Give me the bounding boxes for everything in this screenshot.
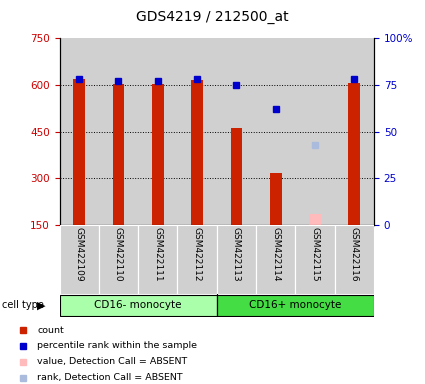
Text: GSM422114: GSM422114 [271,227,280,281]
Bar [60,295,217,316]
Text: cell type: cell type [2,300,44,310]
Bar [99,225,138,294]
Bar [73,79,85,225]
Bar [256,38,295,225]
Bar [217,295,374,316]
Bar [178,225,217,294]
Text: GSM422109: GSM422109 [75,227,84,281]
Text: CD16- monocyte: CD16- monocyte [94,300,182,310]
Text: count: count [37,326,64,334]
Bar [270,174,282,225]
Bar [295,38,335,225]
Bar [256,225,295,294]
Text: GSM422116: GSM422116 [350,227,359,281]
Bar [217,225,256,294]
Bar [138,38,178,225]
Bar [99,38,138,225]
Bar [295,225,335,294]
Text: GSM422110: GSM422110 [114,227,123,281]
Bar [152,84,164,225]
Text: rank, Detection Call = ABSENT: rank, Detection Call = ABSENT [37,373,183,382]
Bar [217,38,256,225]
Text: ▶: ▶ [37,300,46,310]
Text: CD16+ monocyte: CD16+ monocyte [249,300,342,310]
Text: value, Detection Call = ABSENT: value, Detection Call = ABSENT [37,358,187,366]
Bar [309,214,321,225]
Text: GSM422111: GSM422111 [153,227,162,281]
Text: percentile rank within the sample: percentile rank within the sample [37,341,197,351]
Text: GSM422112: GSM422112 [193,227,201,281]
Bar [60,38,99,225]
Bar [138,225,178,294]
Text: GSM422113: GSM422113 [232,227,241,281]
Bar [348,83,360,225]
Bar [230,128,242,225]
Text: GSM422115: GSM422115 [311,227,320,281]
Bar [334,38,374,225]
Bar [178,38,217,225]
Bar [60,225,99,294]
Text: GDS4219 / 212500_at: GDS4219 / 212500_at [136,10,289,24]
Bar [191,80,203,225]
Bar [335,225,374,294]
Bar [113,84,125,225]
